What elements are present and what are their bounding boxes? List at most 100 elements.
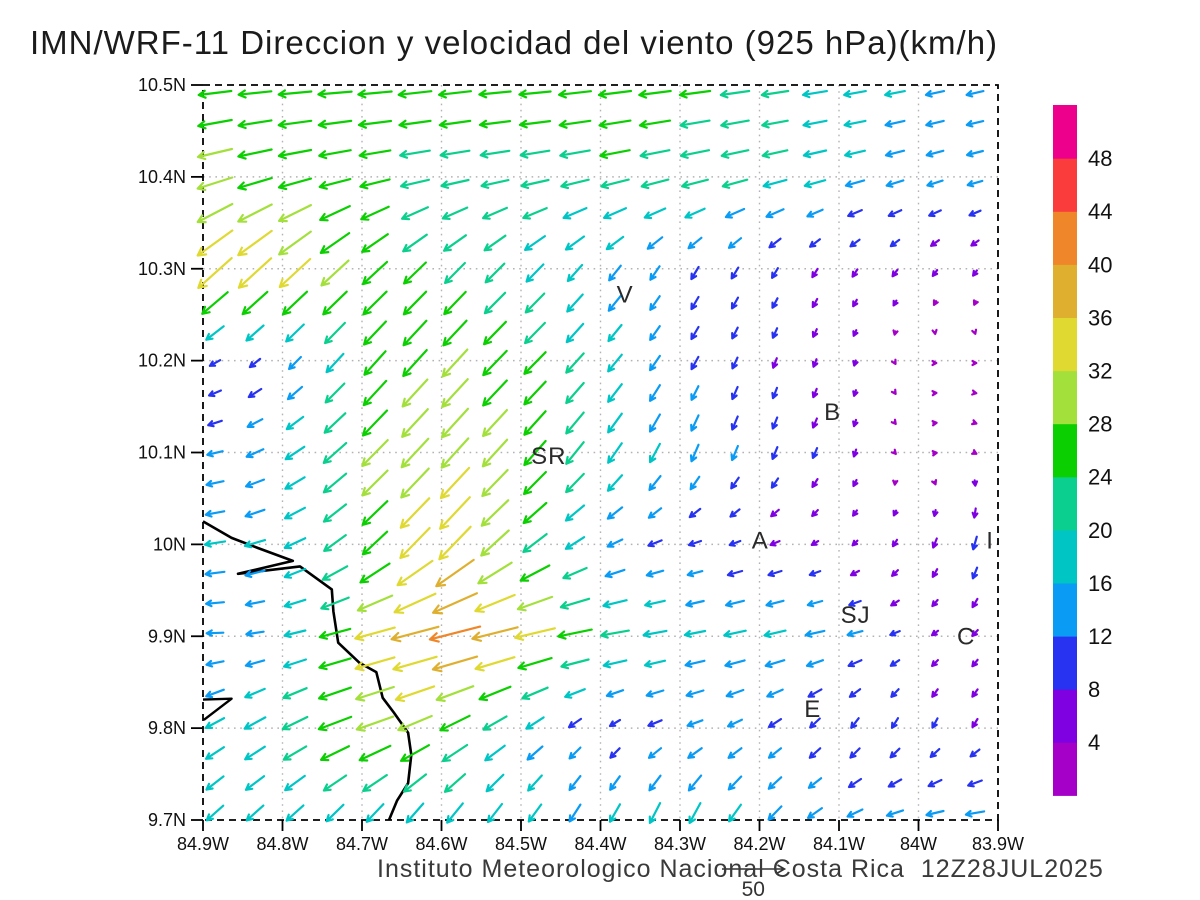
wind-arrow <box>281 290 309 316</box>
wind-arrow <box>852 478 859 488</box>
wind-arrow <box>884 119 906 128</box>
wind-arrow <box>322 290 348 316</box>
wind-arrow <box>648 802 662 824</box>
wind-arrow <box>318 627 352 640</box>
wind-arrow <box>931 328 938 335</box>
wind-arrow <box>524 235 546 251</box>
wind-arrow <box>244 659 266 668</box>
wind-arrow <box>965 90 985 98</box>
wind-arrow <box>397 714 433 732</box>
wind-arrow <box>360 205 390 221</box>
wind-arrow <box>971 658 979 668</box>
wind-arrow <box>931 390 938 397</box>
wind-arrow <box>598 119 632 129</box>
wind-arrow <box>931 420 938 427</box>
wind-arrow <box>723 629 747 639</box>
wind-arrow <box>444 261 466 285</box>
wind-arrow <box>197 257 233 289</box>
wind-arrow <box>843 119 867 128</box>
colorbar-label: 4 <box>1088 730 1100 755</box>
footer-caption: Instituto Meteorologico Nacional Costa R… <box>377 855 1104 883</box>
wind-arrow <box>730 266 740 280</box>
wind-arrow <box>435 685 475 702</box>
wind-arrow <box>203 539 227 548</box>
wind-arrow <box>925 809 945 818</box>
wind-arrow <box>931 688 939 698</box>
wind-arrow <box>602 599 628 609</box>
wind-arrow <box>399 526 431 560</box>
wind-arrow <box>765 599 785 608</box>
wind-arrow <box>361 500 389 526</box>
wind-arrow <box>399 149 431 159</box>
wind-arrow <box>767 569 783 578</box>
wind-arrow <box>767 747 783 759</box>
wind-arrow <box>527 803 543 823</box>
wind-arrow <box>519 564 551 582</box>
wind-arrow <box>609 775 621 791</box>
wind-arrow <box>892 509 899 517</box>
wind-arrow <box>486 802 504 824</box>
wind-arrow <box>766 688 784 698</box>
wind-arrow <box>405 802 425 824</box>
wind-arrow <box>971 419 978 426</box>
colorbar-label: 12 <box>1088 624 1112 649</box>
wind-arrow <box>763 629 787 639</box>
wind-arrow <box>931 717 939 729</box>
wind-arrow <box>205 629 225 637</box>
wind-arrow <box>564 504 586 522</box>
wind-arrow <box>205 775 225 791</box>
wind-arrow <box>361 233 389 253</box>
wind-arrow <box>525 263 545 283</box>
wind-arrow <box>727 747 743 759</box>
wind-arrow <box>567 717 583 729</box>
wind-arrow <box>284 506 306 520</box>
wind-arrow <box>443 773 467 793</box>
wind-arrow <box>245 324 265 342</box>
wind-arrow <box>560 658 590 670</box>
wind-arrow <box>196 176 234 191</box>
wind-arrow <box>929 748 941 758</box>
wind-arrow <box>245 448 265 459</box>
wind-arrow <box>318 149 352 160</box>
x-tick-label: 84.5W <box>495 834 547 854</box>
wind-arrow <box>931 450 938 457</box>
colorbar-label: 28 <box>1088 412 1112 437</box>
wind-arrow <box>852 418 859 428</box>
wind-arrow <box>604 568 626 579</box>
wind-arrow <box>485 773 505 793</box>
wind-arrow <box>527 774 543 792</box>
wind-arrow <box>441 743 469 763</box>
wind-arrow <box>277 89 313 99</box>
wind-arrow <box>720 119 750 129</box>
station-label-v: V <box>617 281 634 308</box>
y-tick-label: 10.1N <box>138 443 186 463</box>
wind-arrow <box>359 178 391 190</box>
wind-arrow <box>770 508 780 518</box>
wind-arrow <box>562 566 588 580</box>
wind-arrow <box>523 351 547 375</box>
wind-arrow <box>237 229 273 257</box>
wind-arrow <box>891 268 899 278</box>
wind-arrow <box>643 207 667 220</box>
wind-arrow <box>246 418 264 428</box>
wind-arrow <box>730 385 739 401</box>
station-label-e: E <box>804 696 821 723</box>
wind-arrow <box>688 802 702 824</box>
wind-arrow <box>564 688 586 699</box>
wind-arrow <box>480 499 510 527</box>
wind-arrow <box>890 688 900 698</box>
wind-arrow <box>971 359 978 367</box>
wind-arrow <box>285 804 305 822</box>
wind-arrow <box>283 598 307 609</box>
wind-arrow <box>971 535 978 551</box>
wind-arrow <box>443 290 467 316</box>
wind-arrow <box>282 687 308 700</box>
wind-arrow <box>286 385 304 401</box>
wind-arrow <box>565 411 585 435</box>
wind-arrow <box>565 322 585 344</box>
wind-arrow <box>559 149 591 159</box>
wind-arrow <box>440 407 470 439</box>
wind-arrow <box>558 119 592 129</box>
colorbar-segment <box>1053 158 1077 212</box>
colorbar-label: 16 <box>1088 571 1112 596</box>
